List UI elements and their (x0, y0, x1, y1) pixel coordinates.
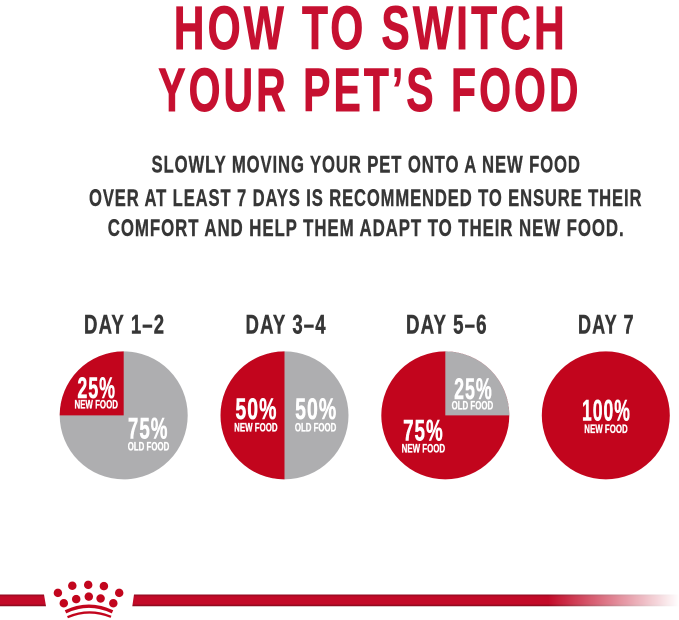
svg-text:SLOWLY MOVING YOUR PET ONTO A: SLOWLY MOVING YOUR PET ONTO A NEW FOOD (152, 152, 581, 179)
svg-text:50%: 50% (235, 393, 277, 426)
svg-text:50%: 50% (295, 393, 337, 426)
svg-text:OLD FOOD: OLD FOOD (128, 439, 170, 453)
svg-text:75%: 75% (403, 415, 444, 448)
svg-text:DAY 3–4: DAY 3–4 (246, 310, 327, 340)
svg-text:25%: 25% (454, 373, 493, 406)
svg-text:25%: 25% (77, 372, 116, 405)
svg-text:OVER AT LEAST 7 DAYS IS RECOMM: OVER AT LEAST 7 DAYS IS RECOMMENDED TO E… (89, 185, 642, 212)
svg-text:NEW FOOD: NEW FOOD (74, 398, 118, 412)
svg-text:DAY 5–6: DAY 5–6 (406, 310, 488, 340)
svg-text:75%: 75% (128, 413, 169, 446)
svg-text:NEW FOOD: NEW FOOD (584, 422, 628, 436)
svg-text:OLD FOOD: OLD FOOD (452, 399, 494, 413)
svg-text:DAY 7: DAY 7 (578, 310, 635, 340)
svg-text:COMFORT AND HELP THEM ADAPT TO: COMFORT AND HELP THEM ADAPT TO THEIR NEW… (108, 215, 625, 242)
svg-text:NEW FOOD: NEW FOOD (402, 441, 446, 455)
svg-text:HOW TO SWITCH: HOW TO SWITCH (174, 0, 568, 62)
svg-text:NEW FOOD: NEW FOOD (234, 421, 278, 435)
svg-text:100%: 100% (582, 395, 631, 428)
svg-text:OLD FOOD: OLD FOOD (295, 421, 337, 435)
svg-text:DAY 1–2: DAY 1–2 (84, 310, 165, 340)
svg-text:YOUR PET’S FOOD: YOUR PET’S FOOD (158, 56, 581, 124)
